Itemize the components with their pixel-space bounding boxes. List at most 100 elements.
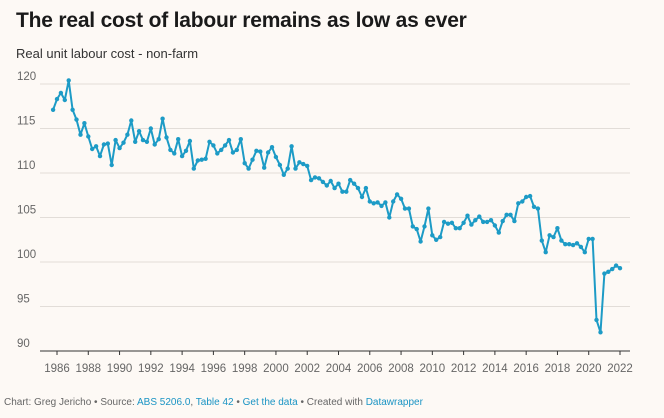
- footer-credit: Chart: Greg Jericho • Source:: [4, 397, 138, 408]
- data-point: [93, 144, 99, 149]
- y-tick-label-115: 115: [17, 116, 35, 128]
- data-point: [512, 218, 517, 224]
- data-point: [168, 147, 173, 153]
- data-point: [254, 148, 259, 153]
- data-point: [195, 158, 200, 163]
- data-point: [285, 166, 290, 171]
- data-point: [230, 150, 236, 155]
- data-point: [187, 138, 193, 144]
- x-tick-label-1992: 1992: [138, 363, 164, 375]
- data-point: [238, 137, 243, 142]
- data-point: [539, 238, 544, 243]
- data-point: [222, 143, 228, 148]
- data-point: [445, 221, 451, 226]
- data-point: [156, 137, 161, 142]
- data-point: [50, 107, 56, 113]
- data-point: [211, 143, 216, 148]
- data-point: [387, 215, 392, 220]
- source-link-table[interactable]: Table 42: [195, 397, 234, 408]
- data-point: [262, 165, 267, 170]
- x-tick-label-2014: 2014: [482, 363, 508, 375]
- data-point: [543, 250, 548, 255]
- data-point: [383, 200, 388, 205]
- x-tick-label-1988: 1988: [75, 363, 101, 375]
- data-point: [90, 146, 95, 152]
- data-point: [113, 137, 118, 143]
- y-tick-label-105: 105: [17, 205, 36, 217]
- data-point: [312, 175, 318, 180]
- data-point: [414, 226, 419, 232]
- data-point: [406, 206, 412, 211]
- x-tick-label-1990: 1990: [107, 363, 133, 375]
- data-point: [117, 145, 122, 151]
- data-point: [563, 242, 568, 247]
- data-point: [140, 137, 146, 143]
- data-point: [520, 199, 525, 204]
- x-tick-label-1998: 1998: [232, 363, 258, 375]
- data-point: [82, 121, 87, 126]
- data-point: [610, 266, 615, 272]
- source-link-abs[interactable]: ABS 5206.0: [137, 397, 191, 408]
- data-point: [183, 148, 189, 153]
- data-point: [355, 185, 361, 191]
- data-point: [97, 153, 103, 159]
- datawrapper-link[interactable]: Datawrapper: [365, 397, 423, 408]
- data-point: [320, 179, 326, 185]
- y-tick-label-95: 95: [17, 294, 30, 306]
- get-data-link[interactable]: Get the data: [242, 397, 298, 408]
- data-point: [426, 206, 431, 211]
- data-point: [297, 160, 302, 165]
- data-point: [86, 134, 91, 139]
- data-point: [570, 242, 576, 248]
- data-point: [422, 224, 427, 229]
- data-point: [500, 218, 505, 224]
- data-point: [305, 163, 310, 169]
- data-point: [348, 177, 353, 183]
- data-point: [172, 151, 177, 156]
- data-point: [54, 96, 60, 102]
- data-point: [74, 117, 79, 122]
- x-tick-label-2008: 2008: [388, 363, 414, 375]
- data-point: [617, 266, 623, 271]
- data-point: [258, 149, 263, 154]
- x-tick-label-2002: 2002: [294, 363, 320, 375]
- data-point: [457, 226, 462, 231]
- data-point: [535, 206, 541, 211]
- data-point: [602, 271, 607, 276]
- data-point: [531, 204, 537, 209]
- data-point: [527, 193, 533, 199]
- data-point: [418, 239, 423, 244]
- data-point: [398, 196, 404, 201]
- data-point: [590, 236, 595, 242]
- data-point: [250, 157, 255, 162]
- data-point: [215, 151, 220, 156]
- data-point: [477, 214, 482, 219]
- data-point: [62, 97, 67, 103]
- data-point: [582, 250, 587, 255]
- data-point: [125, 132, 130, 137]
- data-point: [219, 147, 224, 153]
- data-point: [293, 166, 298, 171]
- x-tick-label-2022: 2022: [607, 363, 633, 375]
- data-point: [144, 139, 150, 144]
- data-point: [78, 132, 83, 137]
- series-points: [50, 78, 623, 335]
- data-point: [492, 223, 498, 228]
- data-point: [109, 162, 114, 168]
- data-point: [555, 226, 560, 231]
- footer-dot: •: [233, 397, 243, 408]
- data-point: [332, 185, 337, 191]
- x-tick-label-2018: 2018: [545, 363, 571, 375]
- data-point: [410, 224, 415, 229]
- data-point: [242, 161, 247, 166]
- chart-footer: Chart: Greg Jericho • Source: ABS 5206.0…: [4, 397, 423, 408]
- data-point: [105, 141, 111, 146]
- data-point: [379, 203, 384, 209]
- data-point: [176, 137, 181, 142]
- data-point: [402, 206, 408, 211]
- x-tick-label-2006: 2006: [357, 363, 383, 375]
- data-point: [547, 233, 552, 238]
- x-tick-label-2004: 2004: [326, 363, 352, 375]
- data-point: [461, 220, 466, 225]
- data-point: [567, 242, 572, 247]
